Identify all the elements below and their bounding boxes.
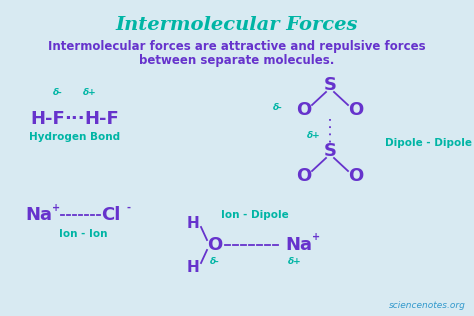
Text: +: +	[312, 232, 320, 242]
Text: δ-: δ-	[210, 257, 220, 266]
Text: ···: ···	[64, 110, 84, 128]
Text: O: O	[296, 167, 311, 185]
Text: Dipole - Dipole: Dipole - Dipole	[385, 138, 472, 148]
Text: S: S	[323, 142, 337, 160]
Text: Intermolecular forces are attractive and repulsive forces: Intermolecular forces are attractive and…	[48, 40, 426, 53]
Text: H-F: H-F	[30, 110, 65, 128]
Text: δ-: δ-	[53, 88, 63, 97]
Text: Cl: Cl	[101, 206, 120, 224]
Text: Intermolecular Forces: Intermolecular Forces	[116, 16, 358, 34]
Text: Ion - Dipole: Ion - Dipole	[221, 210, 289, 220]
Text: O: O	[296, 101, 311, 119]
Text: H: H	[187, 259, 200, 275]
Text: δ-: δ-	[273, 104, 283, 112]
Text: O: O	[207, 236, 223, 254]
Text: Hydrogen Bond: Hydrogen Bond	[29, 132, 120, 142]
Text: δ+: δ+	[307, 131, 321, 139]
Text: Ion - Ion: Ion - Ion	[59, 229, 107, 239]
Text: Na: Na	[285, 236, 312, 254]
Text: Na: Na	[25, 206, 52, 224]
Text: H-F: H-F	[84, 110, 119, 128]
Text: -: -	[127, 203, 131, 213]
Text: O: O	[348, 167, 364, 185]
Text: δ+: δ+	[288, 257, 302, 266]
Text: δ+: δ+	[83, 88, 97, 97]
Text: H: H	[187, 216, 200, 230]
Text: O: O	[348, 101, 364, 119]
Text: sciencenotes.org: sciencenotes.org	[389, 301, 466, 310]
Text: S: S	[323, 76, 337, 94]
Text: +: +	[52, 203, 60, 213]
Text: between separate molecules.: between separate molecules.	[139, 54, 335, 67]
